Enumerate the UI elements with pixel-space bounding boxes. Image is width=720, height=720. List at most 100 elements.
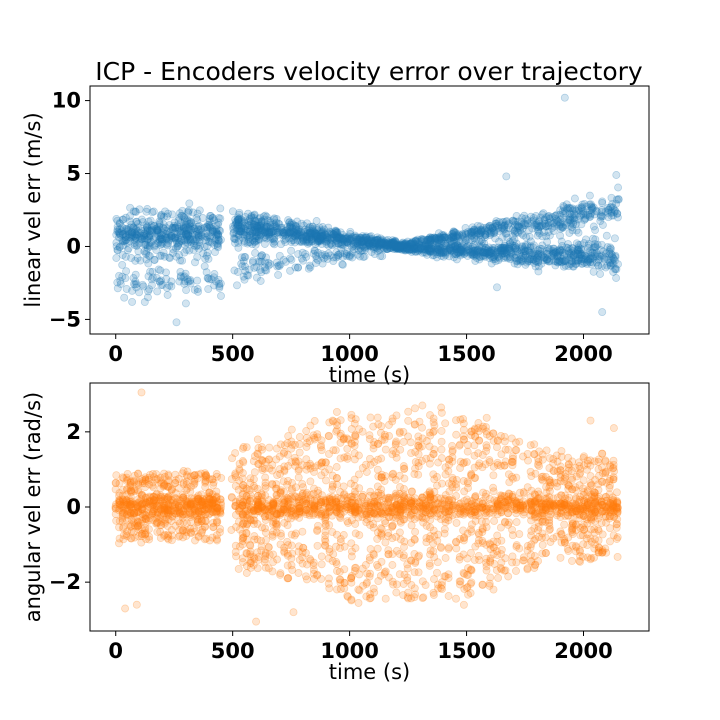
data-point	[186, 217, 195, 226]
data-point	[557, 222, 566, 231]
data-point	[354, 245, 363, 254]
data-point	[418, 577, 427, 586]
data-point	[254, 234, 263, 243]
data-point	[496, 244, 505, 253]
data-point	[208, 224, 216, 233]
data-point	[362, 238, 371, 247]
data-point	[475, 252, 484, 261]
data-point	[347, 578, 356, 587]
data-point	[204, 231, 213, 240]
data-point	[127, 232, 136, 241]
data-point	[301, 250, 310, 259]
data-point	[337, 234, 346, 243]
data-point	[578, 204, 587, 213]
data-point	[424, 245, 433, 253]
data-point	[208, 213, 217, 222]
data-point	[393, 242, 401, 251]
data-point	[500, 221, 509, 229]
data-point	[309, 249, 318, 258]
data-point	[214, 235, 223, 244]
data-point	[402, 240, 411, 249]
data-point	[520, 489, 528, 498]
data-point	[407, 510, 416, 519]
data-point	[344, 232, 353, 241]
data-point	[421, 245, 430, 254]
data-point	[533, 231, 542, 240]
data-point	[419, 244, 428, 253]
data-point	[442, 242, 450, 251]
data-point	[294, 231, 302, 240]
data-point	[393, 243, 402, 252]
data-point	[115, 523, 124, 532]
data-point	[481, 492, 490, 501]
data-point	[545, 464, 554, 473]
data-point	[332, 463, 341, 471]
data-point	[404, 416, 413, 425]
data-point	[580, 258, 589, 267]
data-point	[581, 254, 590, 263]
data-point	[374, 240, 383, 249]
data-point	[203, 274, 212, 283]
data-point	[449, 242, 458, 251]
data-point	[504, 572, 513, 581]
data-point	[406, 242, 415, 251]
data-point	[508, 232, 517, 241]
data-point	[558, 257, 567, 266]
data-point	[315, 236, 324, 245]
data-point	[548, 213, 557, 222]
data-point	[305, 222, 314, 231]
data-point	[170, 218, 179, 227]
data-point	[357, 241, 366, 250]
data-point	[330, 235, 339, 243]
data-point	[235, 227, 244, 236]
data-point	[141, 240, 150, 249]
data-point	[483, 248, 492, 257]
data-point	[612, 265, 621, 274]
data-point	[536, 250, 545, 259]
data-point	[215, 279, 224, 288]
data-point	[265, 217, 274, 226]
data-point	[231, 469, 240, 478]
data-point	[481, 243, 490, 252]
data-point	[490, 517, 499, 525]
data-point	[246, 227, 254, 236]
data-point	[317, 560, 326, 569]
data-point	[345, 252, 354, 261]
data-point	[245, 231, 253, 240]
data-point	[143, 232, 152, 241]
data-point	[373, 455, 382, 464]
data-point	[497, 250, 506, 259]
data-point	[208, 226, 217, 235]
data-point	[241, 253, 250, 262]
data-point	[210, 240, 219, 249]
data-point	[391, 242, 400, 251]
data-point	[481, 230, 490, 239]
data-point	[448, 243, 457, 252]
data-point	[175, 209, 184, 218]
data-point	[118, 215, 127, 224]
data-point	[530, 241, 538, 250]
data-point	[378, 235, 387, 244]
data-point	[381, 567, 390, 576]
data-point	[322, 232, 331, 241]
data-point	[411, 404, 419, 413]
data-point	[461, 223, 470, 232]
data-point	[229, 224, 238, 233]
data-point	[171, 470, 180, 479]
data-point	[131, 207, 140, 216]
data-point	[466, 548, 475, 557]
data-point	[414, 237, 423, 246]
data-point	[598, 197, 607, 206]
data-point	[343, 444, 352, 453]
data-point	[308, 226, 317, 235]
data-point	[505, 253, 514, 262]
data-point	[408, 244, 417, 253]
data-point	[313, 237, 322, 245]
data-point	[512, 257, 521, 266]
data-point	[570, 194, 579, 203]
data-point	[424, 245, 433, 253]
data-point	[147, 231, 155, 240]
data-point	[183, 467, 192, 476]
data-point	[191, 258, 199, 267]
